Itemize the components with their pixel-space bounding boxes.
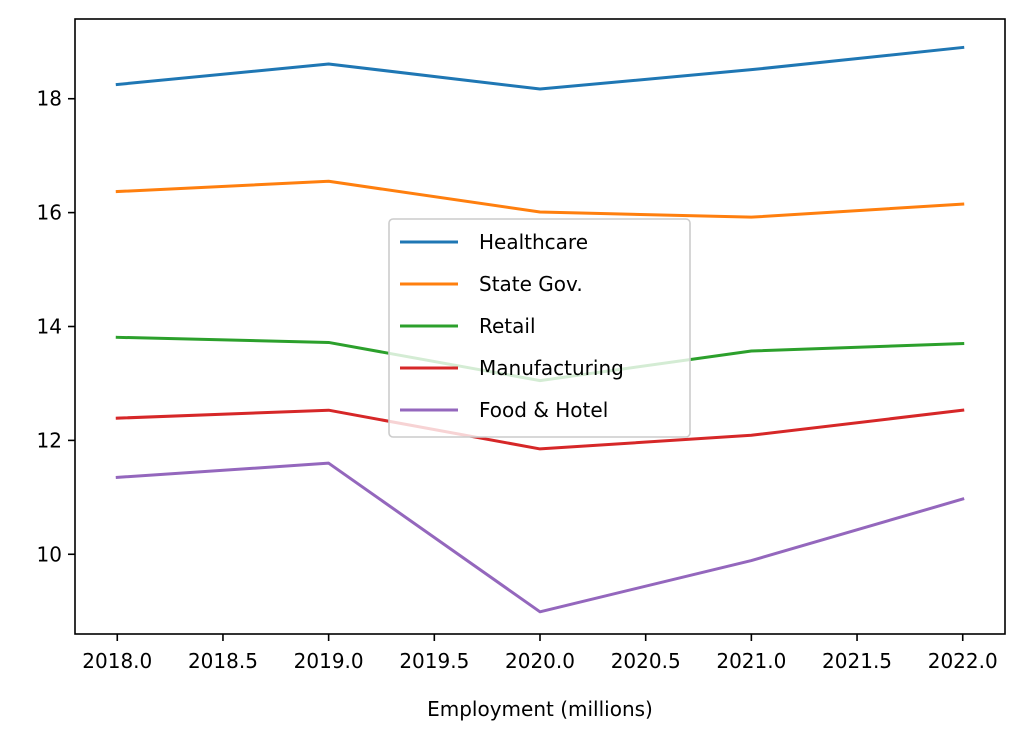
x-tick-label: 2018.0 [82,649,152,673]
legend-label: Healthcare [479,230,588,254]
series-line-state-gov [115,179,965,219]
x-tick-label: 2022.0 [928,649,998,673]
legend-label: Retail [479,314,536,338]
series-line-manufacturing [115,408,965,451]
x-tick-label: 2021.5 [822,649,892,673]
y-tick-label: 12 [37,428,62,452]
legend: Healthcare State Gov. Retail Manufacturing F… [388,218,691,438]
legend-label: Manufacturing [479,356,624,380]
y-tick-label: 18 [37,87,62,111]
x-tick-label: 2019.0 [294,649,364,673]
x-tick-label: 2019.5 [399,649,469,673]
axes-layer: 2018.0 2018.5 2019.0 2019.5 2020.0 2020.5 2021… [37,18,1006,673]
y-tick-label: 16 [37,201,62,225]
x-tick-label: 2018.5 [188,649,258,673]
series-line-healthcare [115,45,965,91]
legend-box [388,218,691,438]
x-tick-label: 2020.5 [611,649,681,673]
x-axis-title: Employment (millions) [427,697,653,721]
y-tick-label: 14 [37,315,62,339]
legend-label: State Gov. [479,272,583,296]
series-line-food-hotel [115,461,965,614]
y-tick-label: 10 [37,542,62,566]
legend-label: Food & Hotel [479,398,608,422]
x-tick-label: 2020.0 [505,649,575,673]
x-tick-label: 2021.0 [716,649,786,673]
